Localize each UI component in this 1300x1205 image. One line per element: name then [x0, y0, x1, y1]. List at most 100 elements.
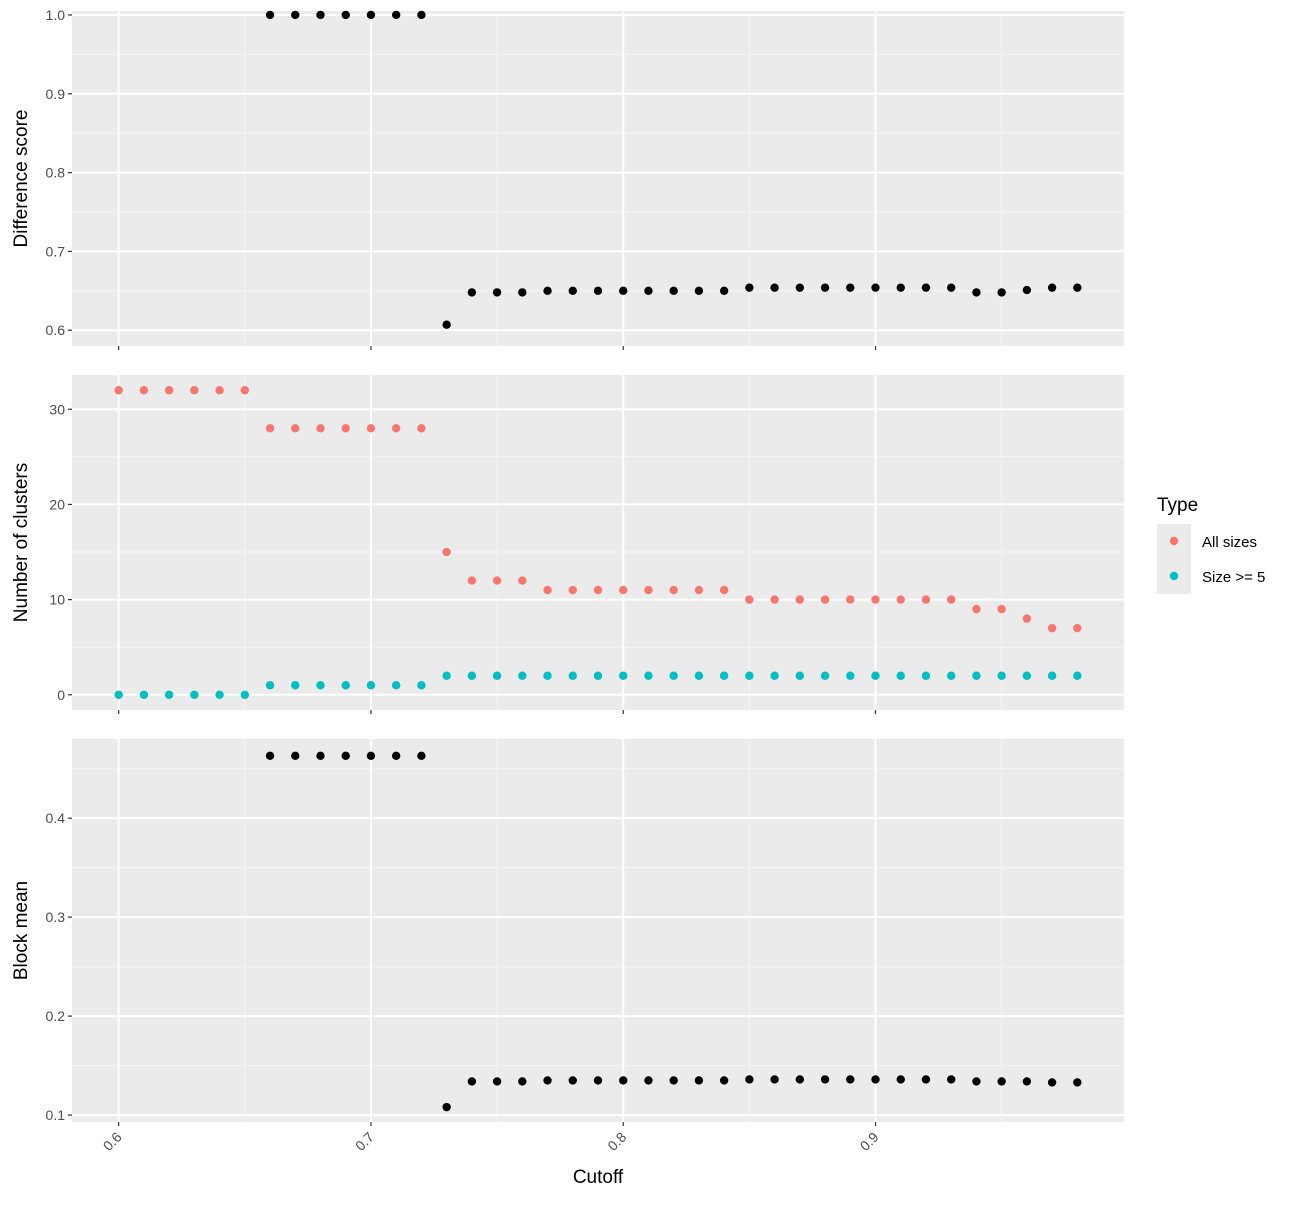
- data-point: [1022, 614, 1032, 623]
- data-point: [492, 576, 502, 585]
- data-point: [190, 386, 199, 395]
- data-point: [644, 286, 653, 296]
- data-point: [593, 671, 603, 680]
- data-point: [492, 288, 502, 297]
- data-point: [265, 424, 275, 433]
- data-point: [366, 424, 376, 433]
- data-point: [1022, 671, 1032, 680]
- data-point: [190, 690, 199, 699]
- data-point: [719, 286, 729, 296]
- data-point: [946, 671, 956, 680]
- data-point: [391, 681, 401, 690]
- legend-key-size-5: [1169, 571, 1179, 581]
- data-point: [543, 671, 552, 680]
- data-point: [745, 1075, 754, 1084]
- data-point: [946, 1075, 956, 1084]
- series-block-mean-0: [265, 751, 1082, 1112]
- data-point: [341, 751, 350, 761]
- data-point: [846, 283, 855, 292]
- data-point: [518, 288, 527, 297]
- panel-block-mean: 0.1 0.2 0.3 0.4 Block mean: [11, 739, 1124, 1126]
- data-point: [518, 671, 527, 680]
- data-point: [1073, 283, 1082, 292]
- data-point: [921, 283, 931, 292]
- panel-number-of-clusters: 0 10 20 30 Number of clusters: [11, 375, 1124, 714]
- data-point: [417, 424, 426, 433]
- data-point: [215, 690, 224, 699]
- data-point: [921, 595, 931, 604]
- data-point: [846, 1075, 855, 1084]
- data-point: [745, 283, 754, 292]
- y-tick-label: 0.9: [46, 86, 66, 102]
- data-point: [972, 604, 981, 614]
- data-point: [770, 283, 779, 292]
- data-point: [770, 595, 779, 604]
- data-point: [240, 386, 250, 395]
- y-axis-title-number-of-clusters: Number of clusters: [11, 463, 32, 622]
- data-point: [316, 751, 325, 761]
- data-point: [997, 604, 1006, 614]
- data-point: [291, 10, 300, 20]
- data-point: [215, 386, 224, 395]
- y-tick-label: 0.6: [46, 322, 66, 338]
- data-point: [265, 10, 275, 20]
- data-point: [568, 1076, 577, 1085]
- data-point: [972, 1077, 981, 1086]
- data-point: [997, 288, 1006, 297]
- data-point: [669, 286, 678, 296]
- data-point: [921, 1075, 931, 1084]
- data-point: [265, 751, 275, 761]
- panels-layer: 0.6 0.7 0.8 0.9 1.0 Difference score 0 10 20 30 Nu…: [11, 7, 1124, 1154]
- data-point: [1047, 1078, 1057, 1087]
- data-point: [1047, 623, 1057, 633]
- data-point: [391, 751, 401, 761]
- y-axis-title-difference-score: Difference score: [11, 110, 32, 248]
- data-point: [719, 1076, 729, 1085]
- data-point: [694, 286, 704, 296]
- data-point: [114, 690, 123, 699]
- data-point: [694, 1076, 704, 1085]
- data-point: [543, 286, 552, 296]
- data-point: [467, 288, 477, 297]
- data-point: [291, 681, 300, 690]
- data-point: [846, 595, 855, 604]
- series-difference-score-0: [265, 10, 1082, 329]
- data-point: [820, 1075, 830, 1084]
- legend-label-size-5: Size >= 5: [1202, 569, 1265, 586]
- data-point: [1073, 1078, 1082, 1087]
- data-point: [139, 386, 149, 395]
- data-point: [442, 547, 451, 557]
- data-point: [543, 1076, 552, 1085]
- data-point: [644, 671, 653, 680]
- data-point: [871, 1075, 880, 1084]
- data-point: [719, 585, 729, 595]
- y-tick-label: 10: [49, 592, 65, 608]
- series-number-of-clusters-1: [114, 671, 1082, 699]
- data-point: [291, 751, 300, 761]
- data-point: [896, 671, 905, 680]
- x-tick-label: 0.6: [100, 1129, 125, 1154]
- data-point: [240, 690, 250, 699]
- data-point: [820, 671, 830, 680]
- data-point: [543, 585, 552, 595]
- data-point: [467, 576, 477, 585]
- data-point: [366, 10, 376, 20]
- data-point: [1047, 283, 1057, 292]
- data-point: [770, 1075, 779, 1084]
- data-point: [795, 595, 805, 604]
- legend-label-all-sizes: All sizes: [1202, 534, 1257, 551]
- data-point: [492, 671, 502, 680]
- panel-background: [72, 375, 1124, 710]
- data-point: [619, 1076, 628, 1085]
- data-point: [795, 283, 805, 292]
- data-point: [669, 671, 678, 680]
- series-number-of-clusters-0: [114, 386, 1082, 633]
- data-point: [1022, 285, 1032, 295]
- y-tick-label: 30: [49, 401, 65, 417]
- data-point: [265, 681, 275, 690]
- data-point: [442, 671, 451, 680]
- data-point: [442, 1102, 451, 1112]
- data-point: [669, 585, 678, 595]
- data-point: [1047, 671, 1057, 680]
